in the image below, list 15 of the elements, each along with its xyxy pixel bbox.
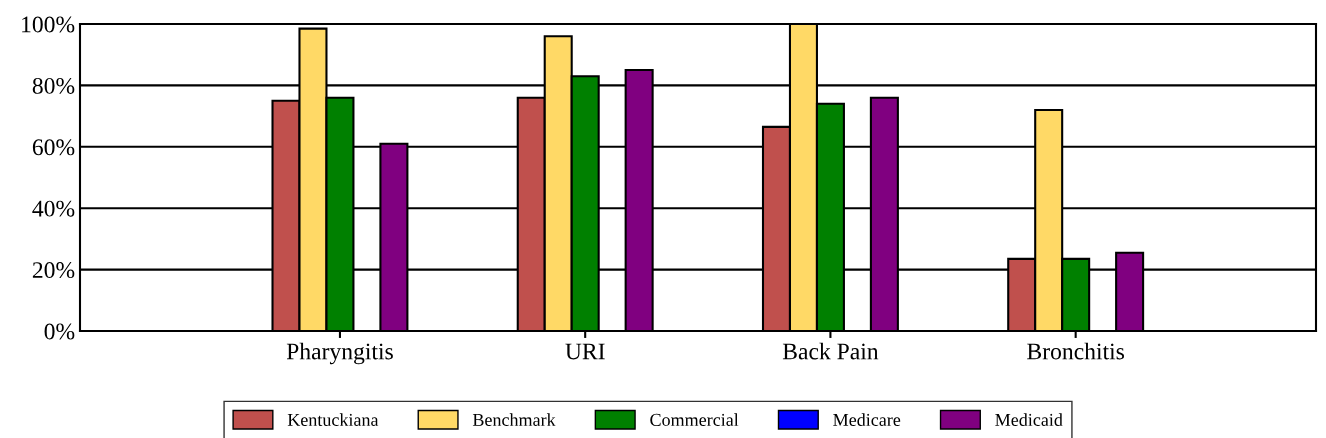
legend-label: Medicaid bbox=[995, 413, 1063, 426]
x-tick-label: Back Pain bbox=[782, 342, 879, 360]
y-tick-label: 0% bbox=[44, 323, 75, 340]
y-tick-label: 20% bbox=[32, 262, 75, 279]
y-tick-label: 100% bbox=[22, 16, 75, 33]
y-tick-label: 80% bbox=[32, 77, 75, 94]
x-tick-label: Bronchitis bbox=[1027, 342, 1124, 360]
legend-label: Kentuckiana bbox=[287, 413, 379, 426]
y-tick-label: 40% bbox=[32, 200, 75, 217]
legend-label: Commercial bbox=[650, 413, 739, 426]
x-tick-label: Pharyngitis bbox=[286, 342, 393, 365]
legend-label: Medicare bbox=[833, 413, 901, 426]
y-tick-label: 60% bbox=[32, 139, 75, 156]
legend-label: Benchmark bbox=[472, 413, 556, 426]
x-tick-label: URI bbox=[565, 343, 605, 360]
